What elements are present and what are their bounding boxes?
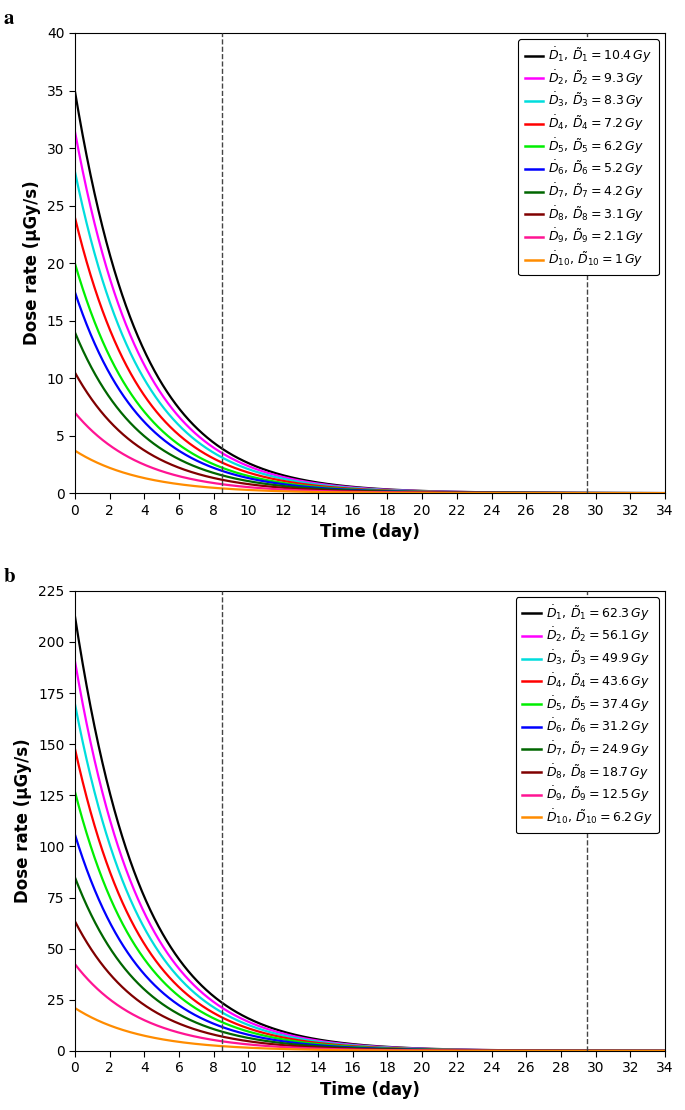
Y-axis label: Dose rate (μGy/s): Dose rate (μGy/s) <box>14 738 32 904</box>
Text: a: a <box>4 10 14 29</box>
Text: b: b <box>4 568 16 586</box>
Y-axis label: Dose rate (μGy/s): Dose rate (μGy/s) <box>23 181 41 345</box>
Legend: $\dot{D}_1,\, \tilde{D}_1 = 10.4\,Gy$, $\dot{D}_2,\, \tilde{D}_2 = 9.3\,Gy$, $\d: $\dot{D}_1,\, \tilde{D}_1 = 10.4\,Gy$, $… <box>519 39 659 275</box>
Legend: $\dot{D}_1,\, \tilde{D}_1 = 62.3\,Gy$, $\dot{D}_2,\, \tilde{D}_2 = 56.1\,Gy$, $\: $\dot{D}_1,\, \tilde{D}_1 = 62.3\,Gy$, $… <box>516 597 659 834</box>
X-axis label: Time (day): Time (day) <box>320 523 420 541</box>
X-axis label: Time (day): Time (day) <box>320 1081 420 1099</box>
